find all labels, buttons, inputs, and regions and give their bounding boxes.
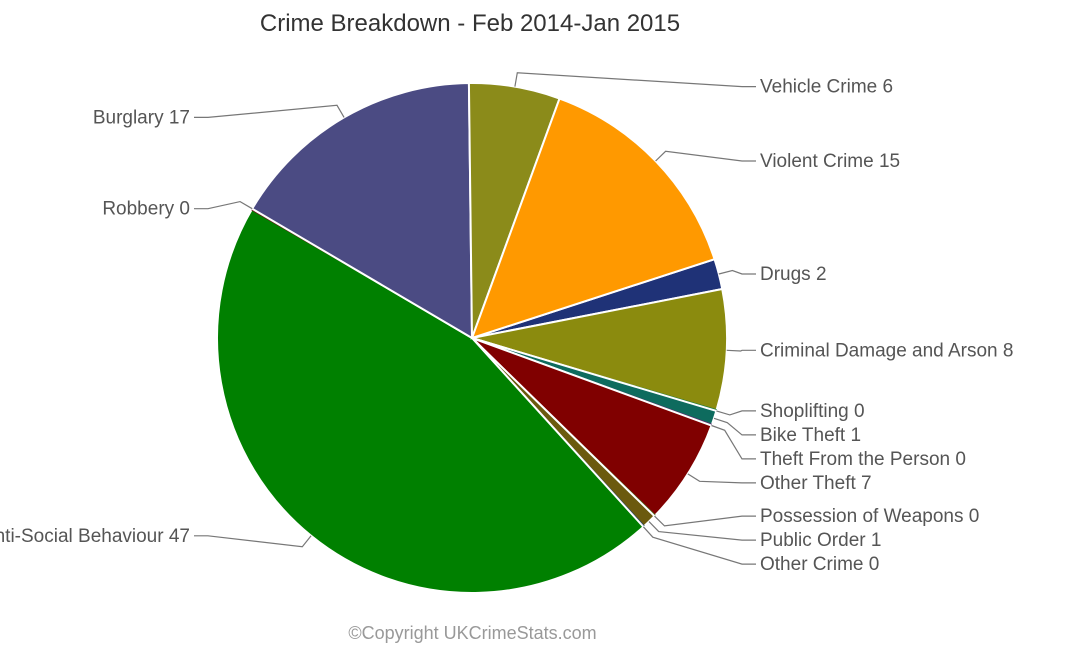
slice-label-drugs: Drugs 2 xyxy=(760,264,827,285)
leader-line-burglary xyxy=(194,104,345,119)
slice-label-other-theft: Other Theft 7 xyxy=(760,473,872,494)
slice-label-theft-from-the-person: Theft From the Person 0 xyxy=(760,449,966,470)
slice-label-bike-theft: Bike Theft 1 xyxy=(760,425,861,446)
slice-label-violent-crime: Violent Crime 15 xyxy=(760,151,900,172)
leader-line-shoplifting xyxy=(716,410,756,416)
leader-line-violent-crime xyxy=(655,150,756,162)
leader-line-robbery xyxy=(194,200,253,210)
leader-line-criminal-damage-and-arson xyxy=(726,349,756,352)
leader-line-bike-theft xyxy=(713,417,756,436)
slice-label-criminal-damage-and-arson: Criminal Damage and Arson 8 xyxy=(760,340,1013,361)
leader-line-other-crime xyxy=(642,526,756,565)
copyright-credit: ©Copyright UKCrimeStats.com xyxy=(348,623,597,643)
leader-line-anti-social-behaviour xyxy=(194,535,312,548)
pie-slice-other-theft[interactable] xyxy=(471,337,713,518)
leader-line-public-order xyxy=(648,521,756,541)
slice-label-other-crime: Other Crime 0 xyxy=(760,554,879,575)
leaders-layer xyxy=(194,72,756,565)
leader-line-possession-of-weapons xyxy=(654,515,756,527)
leader-line-other-theft xyxy=(687,473,756,484)
slice-label-vehicle-crime: Vehicle Crime 6 xyxy=(760,77,893,98)
leader-line-theft-from-the-person xyxy=(711,424,756,460)
pie-slice-anti-social-behaviour[interactable] xyxy=(216,207,645,594)
slice-label-anti-social-behaviour: Anti-Social Behaviour 47 xyxy=(0,526,190,547)
slice-label-burglary: Burglary 17 xyxy=(93,107,190,128)
chart-title: Crime Breakdown - Feb 2014-Jan 2015 xyxy=(259,10,681,37)
slices-layer xyxy=(216,82,728,594)
slice-label-shoplifting: Shoplifting 0 xyxy=(760,401,865,422)
leader-line-vehicle-crime xyxy=(514,72,756,88)
slice-label-public-order: Public Order 1 xyxy=(760,530,881,551)
labels-layer: Vehicle Crime 6 Violent Crime 15 Drugs 2 Cr… xyxy=(0,77,1013,575)
pie-slice-violent-crime[interactable] xyxy=(470,97,716,340)
leader-line-drugs xyxy=(718,269,756,275)
slice-label-possession-of-weapons: Possession of Weapons 0 xyxy=(760,506,979,527)
slice-label-robbery: Robbery 0 xyxy=(102,199,190,220)
